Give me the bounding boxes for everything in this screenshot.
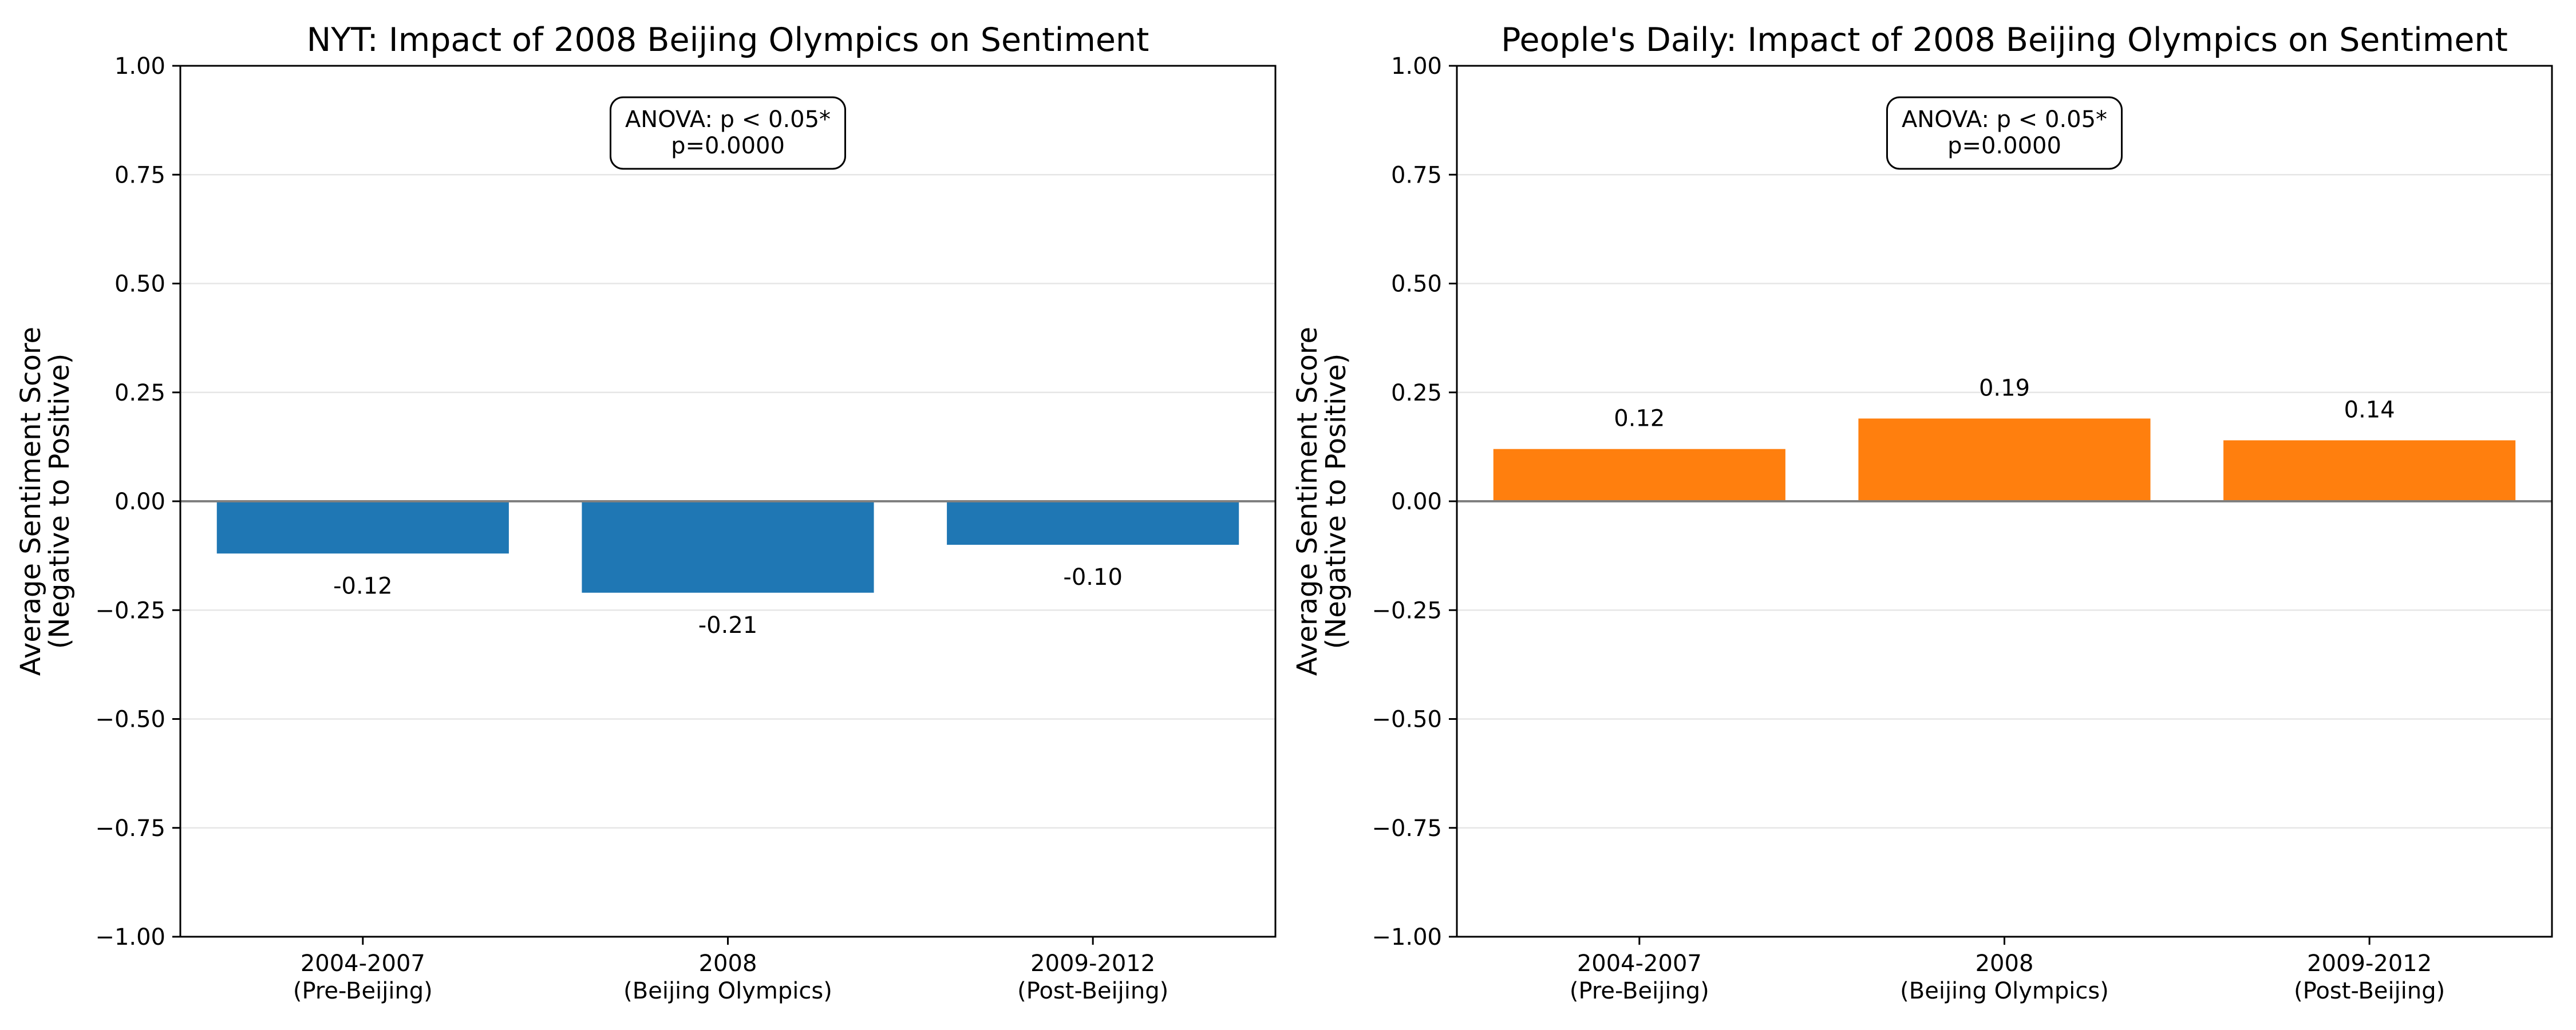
y-tick-label: 0.25 [114,380,165,406]
y-tick-label: −0.50 [95,707,165,733]
bar-1 [1858,418,2151,501]
y-tick-label: 0.75 [1391,162,1442,188]
y-tick-label: −0.75 [1372,815,1442,842]
y-tick-label: 0.75 [114,162,165,188]
x-tick-label: (Beijing Olympics) [623,978,832,1004]
y-tick-label: −1.00 [1372,924,1442,950]
anova-text: ANOVA: p < 0.05* [1902,106,2107,133]
y-tick-label: 1.00 [1391,53,1442,80]
y-tick-label: 0.50 [114,271,165,298]
x-tick-label: 2009-2012 [2307,950,2432,977]
bar-0 [1493,449,1785,501]
y-tick-label: −0.25 [1372,597,1442,624]
x-tick-label: (Beijing Olympics) [1900,978,2109,1004]
y-tick-label: −0.75 [95,815,165,842]
y-axis-label: Average Sentiment Score [15,327,47,676]
data-label: -0.21 [698,612,758,639]
y-tick-label: −0.50 [1372,707,1442,733]
y-tick-label: −0.25 [95,597,165,624]
y-axis-label: (Negative to Positive) [44,354,76,649]
y-tick-label: 0.50 [1391,271,1442,298]
y-axis-label: Average Sentiment Score [1291,327,1323,676]
data-label: -0.12 [333,573,393,599]
anova-text: p=0.0000 [671,133,785,159]
anova-box [610,96,846,170]
x-tick-label: (Post-Beijing) [1017,978,1168,1004]
anova-box [1886,96,2123,170]
nyt-chart: -0.12 -0.21 -0.10 −1.00 −0.75 −0.50 −0.25 0.00 0… [15,21,1277,1004]
y-axis-label: (Negative to Positive) [1320,354,1352,649]
x-tick-label: (Pre-Beijing) [1570,978,1709,1004]
x-tick-label: 2009-2012 [1030,950,1155,977]
peoples-daily-chart: 0.12 0.19 0.14 −1.00 −0.75 −0.50 −0.25 0.00 0.25… [1291,21,2553,1004]
data-label: -0.10 [1063,564,1123,591]
data-label: 0.14 [2344,397,2395,423]
x-tick-label: 2004-2007 [301,950,425,977]
x-tick-label: 2008 [699,950,757,977]
chart-title: NYT: Impact of 2008 Beijing Olympics on … [307,21,1149,59]
y-tick-label: 0.00 [1391,489,1442,515]
bar-2 [947,501,1239,545]
y-tick-label: −1.00 [95,924,165,950]
bar-0 [216,501,509,554]
x-tick-label: (Post-Beijing) [2294,978,2445,1004]
anova-text: p=0.0000 [1947,133,2061,159]
x-tick-label: 2008 [1976,950,2034,977]
data-label: 0.19 [1979,375,2030,401]
bar-2 [2223,440,2516,501]
y-tick-label: 0.25 [1391,380,1442,406]
y-tick-label: 0.00 [114,489,165,515]
anova-text: ANOVA: p < 0.05* [625,106,831,133]
y-tick-label: 1.00 [114,53,165,80]
data-label: 0.12 [1614,406,1665,432]
bar-1 [582,501,874,593]
chart-title: People's Daily: Impact of 2008 Beijing O… [1501,21,2508,59]
x-tick-label: (Pre-Beijing) [293,978,433,1004]
x-tick-label: 2004-2007 [1577,950,1702,977]
